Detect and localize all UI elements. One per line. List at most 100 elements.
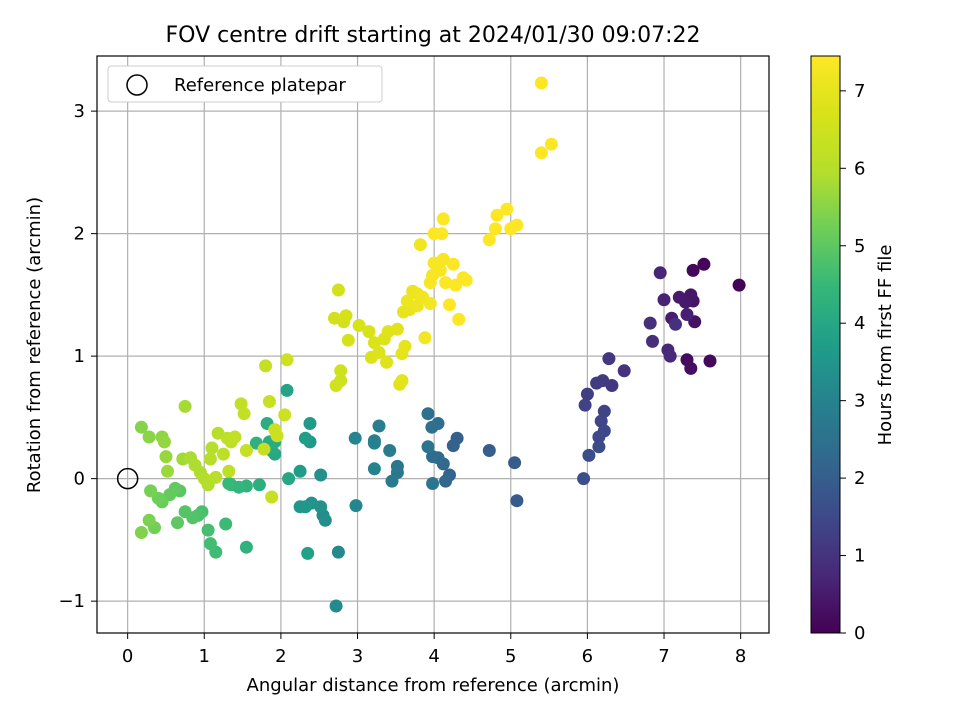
- data-point: [293, 464, 307, 478]
- data-point: [390, 322, 404, 336]
- data-point: [222, 477, 236, 490]
- y-tick-label: −1: [58, 591, 85, 612]
- legend-box: [107, 65, 383, 103]
- data-point: [239, 540, 253, 554]
- data-point: [209, 470, 223, 484]
- data-point: [265, 490, 279, 504]
- y-tick-label: 0: [74, 469, 85, 490]
- data-point: [367, 336, 381, 350]
- reference-platepar-marker: [116, 467, 139, 490]
- data-point: [435, 227, 449, 241]
- x-tick-label: 1: [199, 646, 210, 667]
- data-point: [178, 399, 192, 413]
- data-point: [421, 407, 435, 421]
- data-point: [732, 278, 746, 292]
- data-point: [203, 537, 217, 551]
- data-point: [703, 354, 717, 368]
- data-point: [459, 273, 473, 287]
- colorbar-label: Hours from first FF file: [875, 245, 896, 446]
- data-point: [433, 263, 447, 277]
- data-point: [331, 545, 345, 559]
- data-point: [234, 397, 248, 411]
- x-tick-label: 7: [658, 646, 669, 667]
- data-point: [482, 233, 496, 247]
- data-point: [436, 212, 450, 226]
- legend: Reference platepar: [107, 65, 383, 103]
- data-point: [372, 419, 386, 433]
- data-point: [592, 430, 606, 444]
- data-point: [362, 325, 376, 339]
- data-point: [280, 353, 294, 367]
- data-point: [490, 208, 504, 222]
- data-point: [413, 238, 427, 252]
- data-point: [580, 387, 594, 401]
- data-point: [418, 331, 432, 345]
- x-tick-label: 6: [582, 646, 593, 667]
- data-point: [534, 146, 548, 160]
- data-point: [577, 472, 591, 486]
- data-point: [219, 517, 233, 531]
- data-point: [144, 484, 158, 498]
- data-point: [643, 316, 657, 330]
- data-point: [201, 523, 215, 537]
- colorbar: 0 1 2 3 4 5 6 7 Hours from first FF file: [810, 55, 896, 644]
- data-point: [252, 478, 266, 492]
- data-point: [383, 444, 397, 457]
- colorbar-tick-label: 6: [854, 158, 865, 179]
- x-axis-ticks: 0 1 2 3 4 5 6 7 8: [122, 633, 746, 667]
- data-point: [303, 417, 317, 430]
- data-point: [367, 462, 381, 476]
- data-point: [282, 472, 296, 486]
- data-point: [578, 398, 592, 412]
- data-point: [334, 364, 348, 378]
- data-point: [680, 308, 694, 321]
- data-point: [669, 317, 682, 331]
- data-point: [178, 505, 192, 519]
- data-point: [239, 444, 253, 457]
- data-point: [436, 252, 450, 266]
- data-point: [452, 312, 466, 326]
- data-point: [594, 414, 608, 428]
- data-point: [617, 364, 631, 378]
- data-point: [161, 464, 174, 478]
- data-point: [482, 444, 496, 457]
- data-point: [421, 440, 435, 454]
- data-point: [222, 464, 236, 478]
- data-point: [443, 298, 456, 312]
- data-point: [398, 339, 412, 353]
- data-point: [544, 137, 558, 151]
- data-point: [159, 450, 173, 464]
- y-tick-label: 2: [74, 224, 85, 245]
- data-point: [367, 436, 381, 450]
- x-tick-label: 2: [275, 646, 286, 667]
- y-tick-label: 3: [74, 101, 85, 122]
- data-point: [142, 430, 156, 444]
- x-tick-label: 0: [122, 646, 133, 667]
- colorbar-tick-label: 1: [854, 546, 865, 567]
- data-point: [237, 407, 251, 421]
- data-point: [672, 290, 686, 304]
- data-point: [380, 355, 394, 369]
- data-point: [301, 546, 315, 560]
- data-point: [259, 359, 273, 373]
- data-point: [423, 276, 437, 290]
- data-point: [349, 499, 363, 513]
- data-point: [314, 468, 328, 482]
- data-point: [597, 404, 611, 418]
- data-point: [293, 500, 307, 514]
- data-point: [508, 456, 522, 470]
- data-point: [228, 430, 242, 444]
- data-point: [686, 263, 700, 277]
- y-axis-ticks: −1 0 1 2 3: [58, 101, 97, 612]
- legend-marker-open-circle: [126, 74, 148, 96]
- data-point: [400, 294, 414, 308]
- data-point: [653, 266, 667, 280]
- data-point: [262, 395, 276, 408]
- plot-frame: [96, 55, 770, 634]
- data-point: [500, 202, 514, 216]
- data-point: [270, 429, 284, 443]
- chart-title: FOV centre drift starting at 2024/01/30 …: [166, 23, 701, 48]
- data-point: [352, 319, 366, 332]
- data-point: [257, 442, 271, 456]
